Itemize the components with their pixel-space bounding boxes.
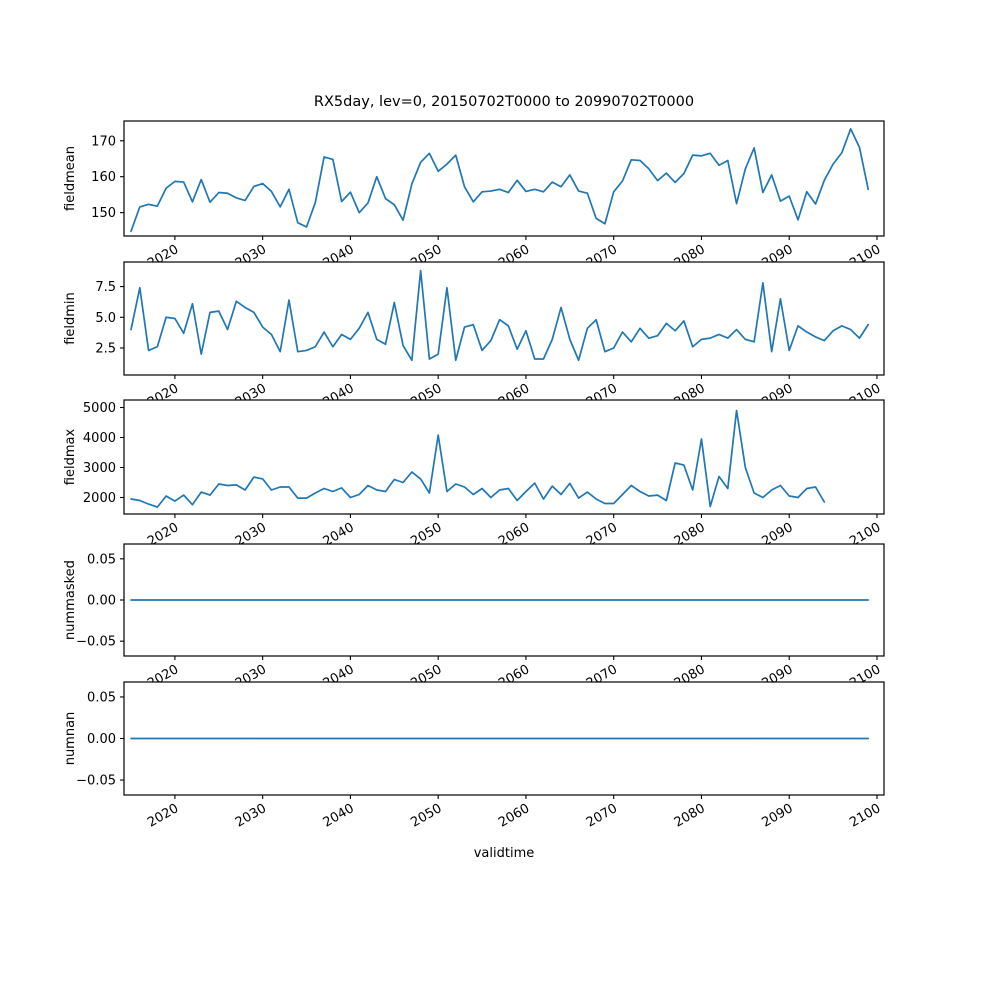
axes-spines [123,120,885,237]
y-tick-label: 5.0 [95,311,116,326]
y-tick-label: 160 [91,170,116,185]
axes-spines [123,399,885,515]
data-series-fieldmax [130,409,826,508]
y-tick-label: 2.5 [95,341,116,356]
y-tick-label: 0.00 [87,594,116,609]
y-tick-label: 150 [91,206,116,221]
y-tick-label: 0.05 [87,552,116,567]
y-tick-label: 0.05 [87,690,116,705]
y-axis-label-nummasked: nummasked [63,560,78,640]
y-tick-label: 5000 [83,401,116,416]
y-axis-label-fieldmin: fieldmin [63,292,78,345]
data-series-fieldmin [130,269,870,362]
y-axis-label-fieldmax: fieldmax [63,429,78,486]
y-tick-label: 4000 [83,431,116,446]
y-tick-label: 2000 [83,491,116,506]
y-tick-label: −0.05 [76,774,116,789]
data-series-fieldmean [130,128,870,233]
x-axis-label: validtime [474,846,535,861]
axes-spines [123,261,885,376]
y-axis-label-numnan: numnan [63,712,78,766]
panel-background [124,400,884,514]
y-tick-label: −0.05 [76,635,116,650]
y-tick-label: 0.00 [87,732,116,747]
y-tick-label: 170 [91,134,116,149]
panel-background [124,121,884,236]
figure-title: RX5day, lev=0, 20150702T0000 to 20990702… [314,94,694,110]
y-tick-label: 3000 [83,461,116,476]
y-tick-label: 7.5 [95,280,116,295]
panel-background [124,262,884,375]
y-axis-label-fieldmean: fieldmean [63,146,78,211]
